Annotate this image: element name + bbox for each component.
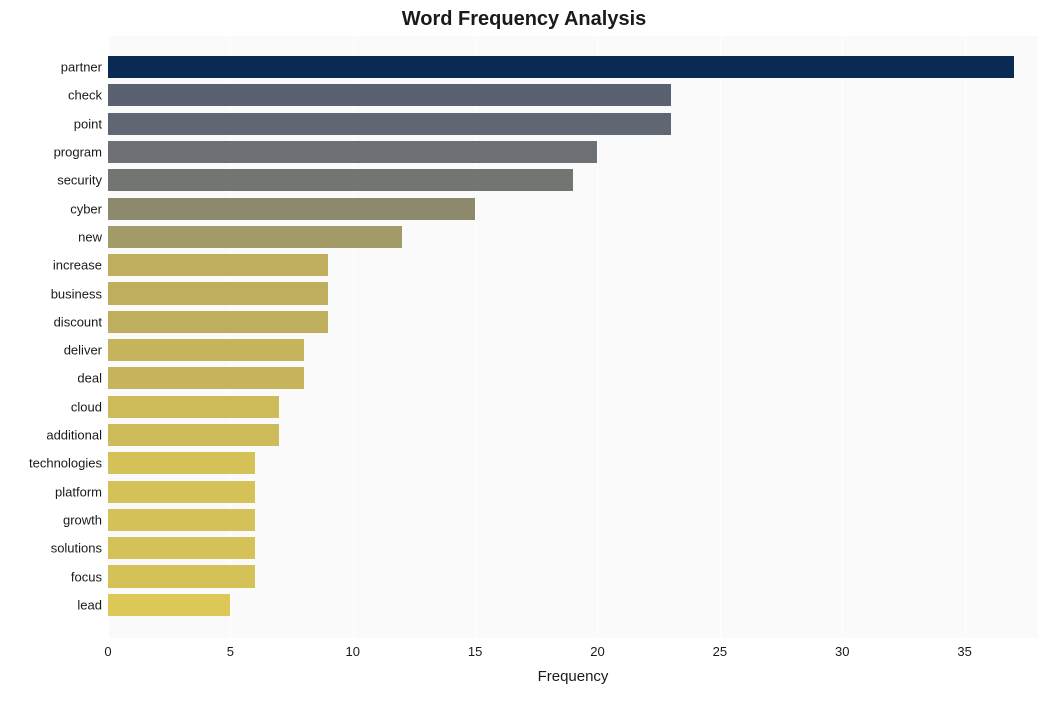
x-tick-label: 20 — [590, 638, 604, 659]
y-tick-label: program — [54, 145, 108, 160]
x-tick-label: 15 — [468, 638, 482, 659]
bar — [108, 56, 1014, 78]
y-tick-label: cloud — [71, 399, 108, 414]
x-axis-label: Frequency — [108, 668, 1038, 685]
y-tick-label: new — [78, 229, 108, 244]
bar — [108, 367, 304, 389]
y-tick-label: cyber — [70, 201, 108, 216]
y-tick-label: business — [51, 286, 108, 301]
grid-line — [720, 36, 721, 638]
y-tick-label: technologies — [29, 456, 108, 471]
y-tick-label: lead — [77, 597, 108, 612]
chart-container: Word Frequency Analysis 05101520253035Fr… — [0, 0, 1048, 701]
bar — [108, 169, 573, 191]
bar — [108, 481, 255, 503]
bar — [108, 254, 328, 276]
x-tick-label: 30 — [835, 638, 849, 659]
y-tick-label: additional — [46, 428, 108, 443]
bar — [108, 282, 328, 304]
y-tick-label: increase — [53, 258, 108, 273]
x-tick-label: 35 — [957, 638, 971, 659]
bar — [108, 452, 255, 474]
grid-line — [965, 36, 966, 638]
y-tick-label: deliver — [64, 343, 108, 358]
bar — [108, 594, 230, 616]
y-tick-label: solutions — [51, 541, 108, 556]
bar — [108, 198, 475, 220]
y-tick-label: growth — [63, 512, 108, 527]
bar — [108, 141, 597, 163]
bar — [108, 339, 304, 361]
bar — [108, 509, 255, 531]
x-tick-label: 5 — [227, 638, 234, 659]
bar — [108, 565, 255, 587]
bar — [108, 226, 402, 248]
bar — [108, 424, 279, 446]
bar — [108, 396, 279, 418]
y-tick-label: partner — [61, 60, 108, 75]
y-tick-label: platform — [55, 484, 108, 499]
bar — [108, 311, 328, 333]
bar — [108, 537, 255, 559]
y-tick-label: deal — [77, 371, 108, 386]
x-tick-label: 25 — [713, 638, 727, 659]
x-tick-label: 10 — [346, 638, 360, 659]
x-tick-label: 0 — [104, 638, 111, 659]
y-tick-label: security — [57, 173, 108, 188]
grid-line — [842, 36, 843, 638]
chart-title: Word Frequency Analysis — [0, 8, 1048, 31]
y-tick-label: point — [74, 116, 108, 131]
y-tick-label: check — [68, 88, 108, 103]
bar — [108, 84, 671, 106]
bar — [108, 113, 671, 135]
y-tick-label: focus — [71, 569, 108, 584]
plot-area: 05101520253035Frequencypartnercheckpoint… — [108, 36, 1038, 638]
y-tick-label: discount — [54, 314, 108, 329]
